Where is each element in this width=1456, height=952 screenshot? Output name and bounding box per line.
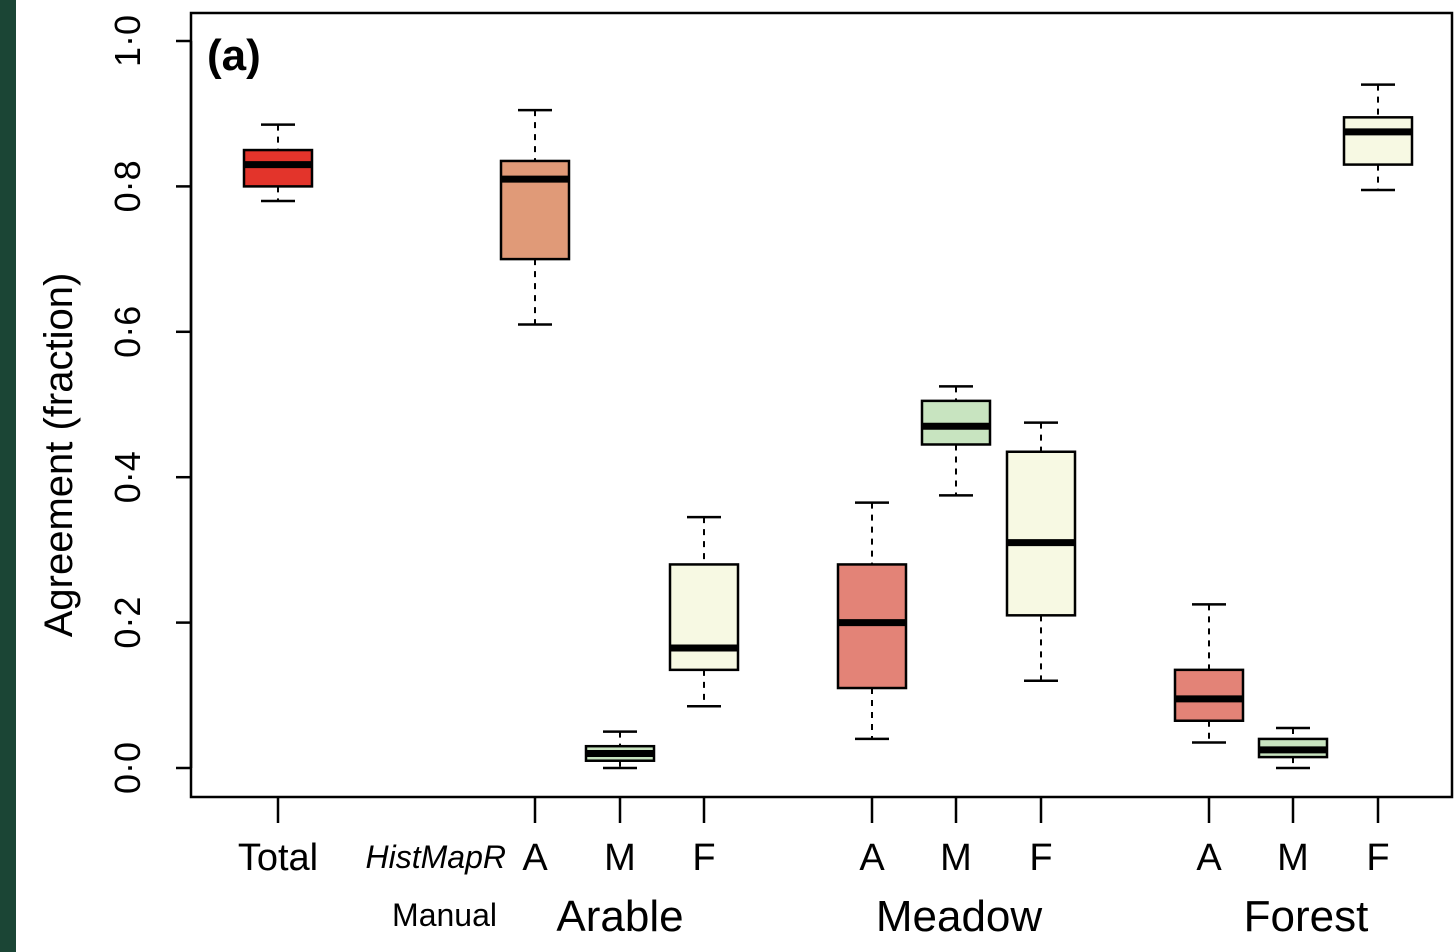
x-tick-label: F — [1029, 837, 1052, 879]
iqr-box — [920, 399, 992, 446]
x-tick-label: M — [604, 837, 636, 879]
x-tick-label: F — [692, 837, 715, 879]
row-label-manual: Manual — [392, 897, 497, 933]
y-tick-label: 0·4 — [107, 451, 148, 503]
y-tick-label: 0·6 — [107, 306, 148, 358]
y-axis: 0·0 0·2 0·4 0·6 0·8 1·0 — [107, 15, 193, 794]
x-tick-label: A — [859, 837, 885, 879]
x-tick-label: F — [1366, 837, 1389, 879]
x-tick-label: M — [1277, 837, 1309, 879]
x-tick-label: A — [1196, 837, 1222, 879]
group-label-arable: Arable — [556, 892, 683, 941]
boxes-layer — [242, 83, 1414, 770]
y-tick-label: 0·2 — [107, 597, 148, 649]
boxplot-chart: 0·0 0·2 0·4 0·6 0·8 1·0 Total A M F A M F A M F (a) Ag… — [37, 11, 1454, 941]
iqr-box — [1005, 450, 1077, 617]
iqr-box — [1342, 116, 1414, 166]
group-label-meadow: Meadow — [876, 892, 1043, 941]
box-meadow-a — [836, 501, 908, 741]
panel-label: (a) — [207, 31, 261, 80]
row-label-histmapr: HistMapR — [366, 839, 506, 875]
box-meadow-f — [1005, 421, 1077, 683]
y-axis-title: Agreement (fraction) — [37, 273, 81, 638]
box-forest-f — [1342, 83, 1414, 192]
y-tick-label: 1·0 — [107, 15, 148, 67]
box-meadow-m — [920, 385, 992, 497]
plot-frame — [189, 11, 1454, 799]
iqr-box — [836, 563, 908, 690]
x-axis: Total A M F A M F A M F — [238, 797, 1390, 879]
iqr-box — [1173, 668, 1245, 722]
box-arable-a — [499, 108, 571, 326]
x-tick-label: Total — [238, 837, 318, 879]
iqr-box — [242, 148, 314, 188]
y-tick-label: 0·8 — [107, 160, 148, 212]
box-forest-m — [1257, 726, 1329, 770]
y-tick-label: 0·0 — [107, 742, 148, 794]
x-tick-label: A — [522, 837, 548, 879]
chart-canvas: 0·0 0·2 0·4 0·6 0·8 1·0 Total A M F A M F A M F (a) Ag… — [16, 0, 1456, 952]
x-tick-label: M — [940, 837, 972, 879]
iqr-box — [668, 563, 740, 672]
box-forest-a — [1173, 603, 1245, 744]
box-arable-f — [668, 515, 740, 708]
box-arable-m — [584, 730, 656, 770]
group-label-forest: Forest — [1244, 892, 1369, 941]
box-total — [242, 123, 314, 203]
